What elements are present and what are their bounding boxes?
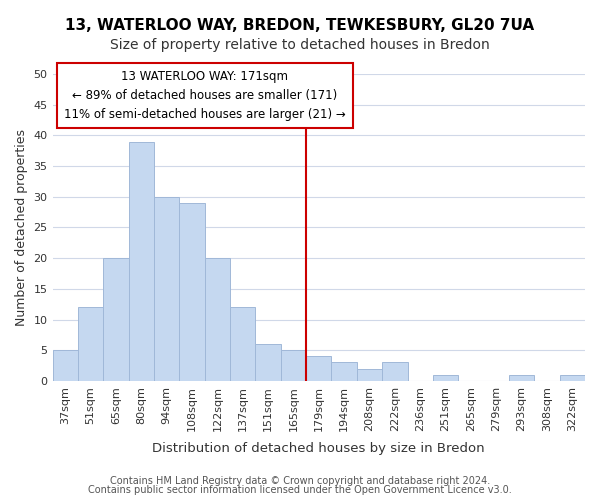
Y-axis label: Number of detached properties: Number of detached properties [15,129,28,326]
Bar [560,375,585,381]
Bar [433,375,458,381]
Text: Contains HM Land Registry data © Crown copyright and database right 2024.: Contains HM Land Registry data © Crown c… [110,476,490,486]
Bar [256,344,281,381]
Bar [306,356,331,381]
Text: 13 WATERLOO WAY: 171sqm
← 89% of detached houses are smaller (171)
11% of semi-d: 13 WATERLOO WAY: 171sqm ← 89% of detache… [64,70,346,121]
Bar [357,368,382,381]
Bar [205,258,230,381]
X-axis label: Distribution of detached houses by size in Bredon: Distribution of detached houses by size … [152,442,485,455]
Bar [179,203,205,381]
Bar [128,142,154,381]
Bar [382,362,407,381]
Bar [331,362,357,381]
Text: Size of property relative to detached houses in Bredon: Size of property relative to detached ho… [110,38,490,52]
Bar [53,350,78,381]
Bar [154,197,179,381]
Bar [509,375,534,381]
Bar [281,350,306,381]
Bar [78,307,103,381]
Text: Contains public sector information licensed under the Open Government Licence v3: Contains public sector information licen… [88,485,512,495]
Bar [103,258,128,381]
Bar [230,307,256,381]
Text: 13, WATERLOO WAY, BREDON, TEWKESBURY, GL20 7UA: 13, WATERLOO WAY, BREDON, TEWKESBURY, GL… [65,18,535,32]
